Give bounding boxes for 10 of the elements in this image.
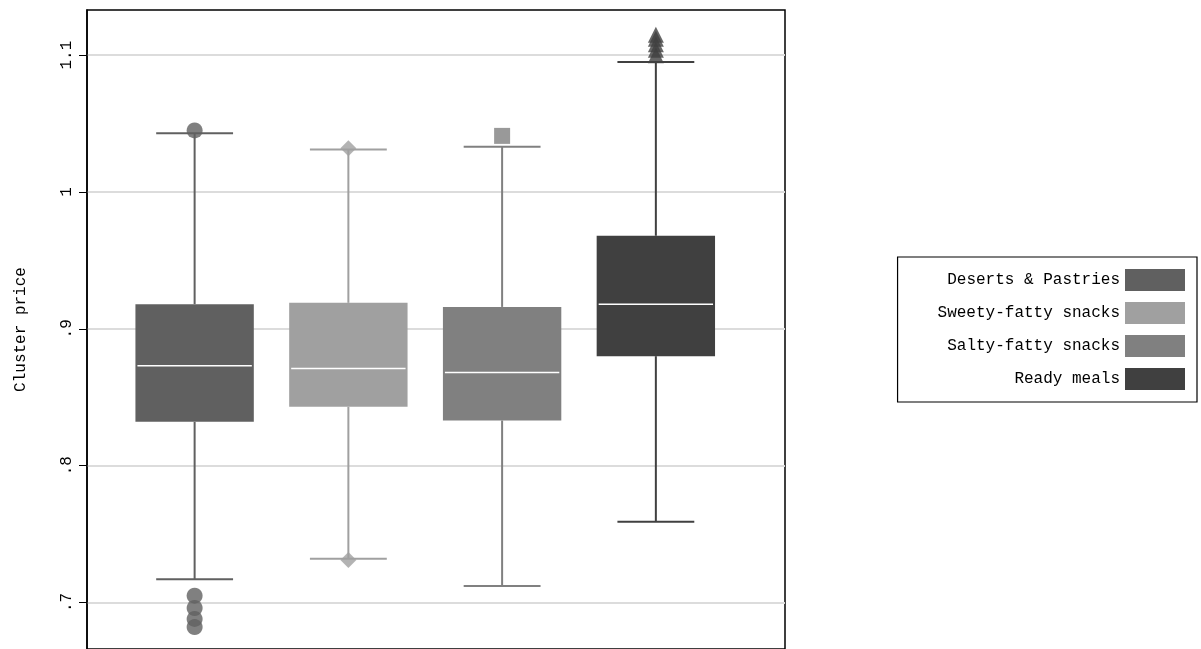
legend-label: Salty-fatty snacks bbox=[947, 337, 1120, 355]
legend-label: Sweety-fatty snacks bbox=[937, 304, 1120, 322]
y-tick-label: .7 bbox=[58, 592, 76, 613]
y-axis-title: Cluster price bbox=[12, 267, 30, 392]
legend-label: Ready meals bbox=[1014, 370, 1120, 388]
legend-label: Deserts & Pastries bbox=[947, 271, 1120, 289]
y-tick-label: .9 bbox=[58, 319, 76, 339]
y-tick-label: 1.1 bbox=[58, 40, 76, 70]
y-tick-label: .8 bbox=[58, 456, 76, 476]
y-tick-label: 1 bbox=[58, 187, 76, 197]
